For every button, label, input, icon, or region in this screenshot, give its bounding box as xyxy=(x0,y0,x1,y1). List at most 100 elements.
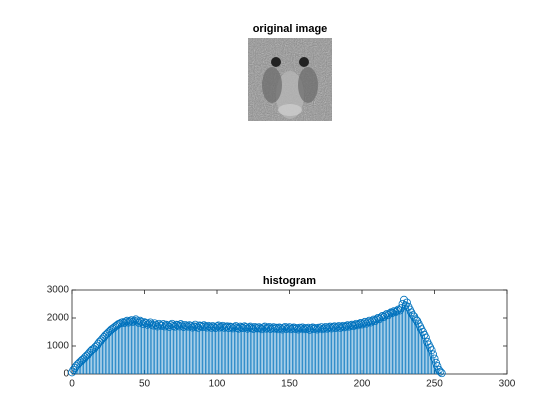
stem-marker xyxy=(298,323,307,332)
x-tick-label: 200 xyxy=(354,379,371,390)
x-tick-label: 300 xyxy=(499,379,516,390)
stem-marker xyxy=(369,315,378,324)
stem-marker xyxy=(127,316,136,325)
stem-marker xyxy=(240,322,249,331)
image xyxy=(248,38,332,121)
stem-marker xyxy=(344,322,353,331)
stem-marker xyxy=(78,355,87,364)
stem-marker xyxy=(102,329,111,338)
stem-marker xyxy=(395,306,404,315)
stem-marker xyxy=(375,315,384,324)
stem-marker xyxy=(140,318,149,327)
stem-marker xyxy=(111,322,120,331)
stem-marker xyxy=(331,324,340,333)
stem-marker xyxy=(278,325,287,334)
stem-marker xyxy=(81,353,90,362)
y-tick-label: 2000 xyxy=(47,313,70,324)
stem-marker xyxy=(99,333,108,342)
x-tick-label: 50 xyxy=(139,379,151,390)
stem-marker xyxy=(353,321,362,330)
stem-marker xyxy=(323,324,332,333)
stem-marker xyxy=(176,320,185,329)
stem-marker xyxy=(318,325,327,334)
stem-marker xyxy=(243,324,252,333)
stem-marker xyxy=(95,337,104,346)
stem-marker xyxy=(224,324,233,333)
stem-marker xyxy=(436,367,445,376)
stem-marker xyxy=(160,322,169,331)
stem-marker xyxy=(73,360,82,369)
y-tick-label: 3000 xyxy=(47,285,70,296)
stem-marker xyxy=(165,322,174,331)
stem-marker xyxy=(253,324,262,333)
stem-marker xyxy=(120,319,129,328)
stem-marker xyxy=(82,351,91,360)
stem-marker xyxy=(340,323,349,332)
stem-marker xyxy=(246,322,255,331)
x-tick-label: 250 xyxy=(426,379,443,390)
stem-marker xyxy=(186,321,195,330)
stem-marker xyxy=(389,307,398,316)
x-tick-label: 100 xyxy=(209,379,226,390)
stem-marker xyxy=(376,313,385,322)
stem-marker xyxy=(273,325,282,334)
stem-marker xyxy=(199,321,208,330)
stem-marker xyxy=(228,324,237,333)
stem-marker xyxy=(136,316,145,325)
stem-marker xyxy=(68,368,77,377)
stem-marker xyxy=(124,318,133,327)
stem-marker xyxy=(392,306,401,315)
stem-marker xyxy=(430,354,439,363)
stem-marker xyxy=(191,320,200,329)
stem-marker xyxy=(146,318,155,327)
stem-marker xyxy=(384,311,393,320)
stem-marker xyxy=(211,324,220,333)
stem-marker xyxy=(400,295,409,304)
stem-marker xyxy=(411,315,420,324)
stem-marker xyxy=(437,369,446,378)
stem-marker xyxy=(372,315,381,324)
stem-marker xyxy=(357,320,366,329)
chart-title: histogram xyxy=(263,275,316,287)
stem-marker xyxy=(362,319,371,328)
stem-marker xyxy=(204,321,213,330)
y-tick-label: 1000 xyxy=(47,341,70,352)
stem-marker xyxy=(72,361,81,370)
stem-marker xyxy=(336,323,345,332)
stem-marker xyxy=(79,354,88,363)
stem-marker xyxy=(257,325,266,334)
stem-marker xyxy=(382,310,391,319)
stem-marker xyxy=(101,331,110,340)
stem-marker xyxy=(241,323,250,332)
stem-marker xyxy=(168,319,177,328)
stem-marker xyxy=(378,312,387,321)
x-tick-label: 0 xyxy=(69,379,75,390)
stem-marker xyxy=(310,324,319,333)
stem-marker xyxy=(427,346,436,355)
stem-marker xyxy=(76,357,85,366)
stem-marker xyxy=(408,311,417,320)
stem-marker xyxy=(188,323,197,332)
stem-marker xyxy=(141,319,150,328)
stem-marker xyxy=(349,322,358,331)
y-tick-label: 0 xyxy=(63,369,69,380)
image-title: original image xyxy=(253,23,328,35)
stem-marker xyxy=(327,324,336,333)
stem-marker xyxy=(429,350,438,359)
x-tick-label: 150 xyxy=(281,379,298,390)
stem-marker xyxy=(150,319,159,328)
stem-marker xyxy=(402,298,411,307)
stem-marker xyxy=(207,323,216,332)
stem-marker xyxy=(379,313,388,322)
stem-marker xyxy=(371,317,380,326)
stem-marker xyxy=(385,309,394,318)
stem-marker xyxy=(183,322,192,331)
stem-marker xyxy=(373,313,382,322)
stem-marker xyxy=(421,333,430,342)
stem-marker xyxy=(391,308,400,317)
stem-marker xyxy=(231,322,240,331)
stem-marker xyxy=(388,308,397,317)
stem-marker xyxy=(89,344,98,353)
